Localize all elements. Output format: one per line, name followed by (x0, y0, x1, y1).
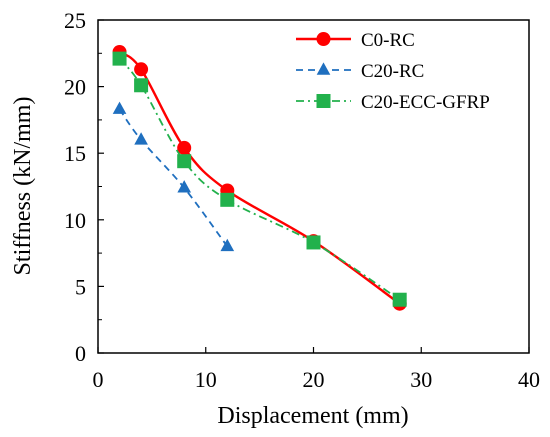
legend-label: C0-RC (361, 30, 415, 51)
y-tick-label: 25 (64, 8, 86, 33)
marker-square (306, 235, 321, 250)
series-c20-rc (112, 101, 235, 252)
y-axis: 0 5 10 15 20 25 (64, 8, 104, 366)
legend: C0-RC C20-RC C20-ECC-GFRP (296, 30, 490, 113)
marker-square (392, 292, 407, 307)
legend-item-c20-ecc-gfrp: C20-ECC-GFRP (296, 92, 490, 113)
series-line (118, 108, 229, 247)
marker-triangle (112, 101, 127, 114)
x-axis: 0 10 20 30 40 (93, 347, 540, 392)
y-tick-label: 20 (64, 75, 86, 100)
marker-square (220, 192, 235, 207)
legend-label: C20-RC (361, 61, 424, 82)
x-axis-label: Displacement (mm) (217, 403, 408, 429)
marker-square (177, 154, 192, 169)
marker-circle (316, 32, 331, 46)
marker-square (112, 51, 127, 66)
marker-triangle (316, 62, 331, 75)
y-axis-label: Stiffness (kN/mm) (10, 97, 36, 276)
x-tick-label: 30 (410, 367, 432, 392)
y-tick-label: 5 (75, 274, 86, 299)
marker-circle (177, 140, 192, 155)
legend-label: C20-ECC-GFRP (361, 92, 490, 113)
y-tick-label: 15 (64, 141, 86, 166)
y-tick-label: 0 (75, 341, 86, 366)
series-line (118, 58, 401, 301)
x-tick-label: 40 (518, 367, 540, 392)
legend-item-c20-rc: C20-RC (296, 61, 424, 82)
x-tick-label: 0 (93, 367, 104, 392)
series-c20-ecc-gfrp (112, 51, 407, 307)
marker-triangle (220, 238, 235, 252)
marker-triangle (177, 180, 192, 193)
x-tick-label: 10 (195, 367, 217, 392)
legend-item-c0-rc: C0-RC (296, 30, 415, 51)
y-tick-label: 10 (64, 208, 86, 233)
series-layer (112, 44, 407, 311)
marker-triangle (134, 132, 148, 145)
plot-area (97, 19, 530, 354)
x-tick-label: 20 (303, 367, 325, 392)
marker-circle (134, 62, 149, 77)
marker-square (134, 78, 149, 93)
marker-square (316, 94, 331, 108)
